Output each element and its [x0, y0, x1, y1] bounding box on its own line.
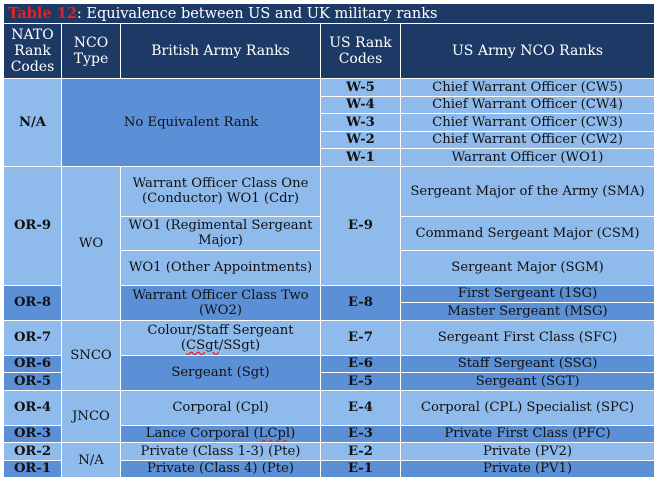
- nato-code-or7: OR-7: [3, 319, 62, 356]
- us-rank-cw4: Chief Warrant Officer (CW4): [399, 95, 656, 114]
- us-code-w1: W-1: [320, 148, 401, 167]
- table-row: OR-7 SNCO Colour/Staff Sergeant (CSgt/SS…: [3, 319, 656, 391]
- nato-code-or9: OR-9: [3, 165, 62, 286]
- british-rank-wo2: Warrant Officer Class Two (WO2): [120, 284, 321, 321]
- table-row: N/A No Equivalent Rank W-5 Chief Warrant…: [3, 78, 656, 167]
- caption-row: Table 12: Equivalence between US and UK …: [2, 3, 656, 24]
- us-rank-1sg: First Sergeant (1SG): [399, 284, 656, 303]
- us-rank-cpl-spc: Corporal (CPL) Specialist (SPC): [399, 389, 656, 426]
- us-rank-sgm: Sergeant Major (SGM): [399, 249, 656, 286]
- us-code-e8: E-8: [320, 284, 401, 321]
- british-rank-colour-staff-sergeant: Colour/Staff Sergeant (CSgt/SSgt): [120, 319, 321, 356]
- us-code-w4: W-4: [320, 95, 401, 114]
- us-rank-cw2: Chief Warrant Officer (CW2): [399, 130, 656, 149]
- table-row: OR-9 WO Warrant Officer Class One (Condu…: [3, 165, 656, 321]
- british-rank-corporal: Corporal (Cpl): [120, 389, 321, 426]
- us-rank-cw5: Chief Warrant Officer (CW5): [399, 78, 656, 97]
- header-british-ranks: British Army Ranks: [120, 23, 321, 79]
- us-code-e2: E-2: [320, 442, 401, 461]
- table-row: W-4 Chief Warrant Officer (CW4): [4, 95, 656, 114]
- nato-code-or5: OR-5: [3, 372, 62, 391]
- table-row: WO1 (Other Appointments) Sergeant Major …: [4, 249, 656, 286]
- table-row: W-3 Chief Warrant Officer (CW3): [4, 113, 656, 132]
- table-caption: Table 12: Equivalence between US and UK …: [2, 3, 656, 24]
- us-rank-pv1: Private (PV1): [399, 459, 656, 478]
- british-rank-csgt-abbrev: CSgt: [186, 337, 219, 353]
- nato-code-na: N/A: [3, 78, 62, 167]
- us-rank-sgt: Sergeant (SGT): [399, 372, 656, 391]
- table-row: OR-4 JNCO Corporal (Cpl) E-4 Corporal (C…: [3, 389, 656, 443]
- table-title: : Equivalence between US and UK military…: [76, 5, 438, 22]
- table-number: Table 12: [8, 4, 77, 22]
- table-row: W-2 Chief Warrant Officer (CW2): [4, 130, 656, 149]
- nco-type-snco: SNCO: [61, 319, 121, 391]
- british-rank-lcpl-prefix: Lance Corporal (: [145, 426, 259, 442]
- us-rank-cw3: Chief Warrant Officer (CW3): [399, 113, 656, 132]
- rank-equivalence-table-container: Table 12: Equivalence between US and UK …: [2, 3, 656, 484]
- us-code-w3: W-3: [320, 113, 401, 132]
- us-code-w5: W-5: [320, 78, 401, 97]
- british-rank-lcpl-abbrev: LCpl: [258, 426, 291, 442]
- nco-type-jnco: JNCO: [61, 389, 121, 443]
- us-rank-sma: Sergeant Major of the Army (SMA): [399, 165, 656, 217]
- nco-type-na: N/A: [61, 442, 121, 478]
- rank-equivalence-table: Table 12: Equivalence between US and UK …: [2, 3, 656, 478]
- us-code-e9: E-9: [320, 165, 401, 286]
- table-row: OR-2 N/A Private (Class 1-3) (Pte) E-2 P…: [3, 442, 656, 478]
- british-rank-no-equivalent: No Equivalent Rank: [61, 78, 321, 167]
- us-code-e1: E-1: [320, 459, 401, 478]
- nato-code-or6: OR-6: [3, 354, 62, 373]
- nato-code-or1: OR-1: [3, 459, 62, 478]
- british-rank-wo1-rsm: WO1 (Regimental Sergeant Major): [120, 215, 321, 251]
- us-code-e3: E-3: [320, 424, 401, 443]
- us-code-e6: E-6: [320, 354, 401, 373]
- nco-type-wo: WO: [61, 165, 121, 321]
- us-rank-csm: Command Sergeant Major (CSM): [399, 215, 656, 251]
- british-rank-sergeant: Sergeant (Sgt): [120, 354, 321, 391]
- us-code-e7: E-7: [320, 319, 401, 356]
- us-rank-sfc: Sergeant First Class (SFC): [399, 319, 656, 356]
- us-rank-wo1: Warrant Officer (WO1): [399, 148, 656, 167]
- us-code-e5: E-5: [320, 372, 401, 391]
- table-row: OR-5 E-5 Sergeant (SGT): [3, 372, 656, 391]
- british-rank-csgt-suffix: /SSgt): [218, 337, 261, 353]
- us-rank-msg: Master Sergeant (MSG): [399, 302, 656, 321]
- british-rank-wo1-conductor: Warrant Officer Class One (Conductor) WO…: [120, 165, 321, 217]
- british-rank-wo1-other: WO1 (Other Appointments): [120, 249, 321, 286]
- nato-code-or4: OR-4: [3, 389, 62, 426]
- us-rank-pv2: Private (PV2): [399, 442, 656, 461]
- table-row: OR-6 Sergeant (Sgt) E-6 Staff Sergeant (…: [3, 354, 656, 391]
- nato-code-or2: OR-2: [3, 442, 62, 461]
- british-rank-private-class-4: Private (Class 4) (Pte): [120, 459, 321, 478]
- us-rank-ssg: Staff Sergeant (SSG): [399, 354, 656, 373]
- nato-code-or8: OR-8: [3, 284, 62, 321]
- header-us-nco-ranks: US Army NCO Ranks: [399, 23, 656, 79]
- header-nato-codes: NATO Rank Codes: [3, 23, 62, 79]
- us-code-w2: W-2: [320, 130, 401, 149]
- british-rank-private-class-1-3: Private (Class 1-3) (Pte): [120, 442, 321, 461]
- table-row: Master Sergeant (MSG): [4, 302, 656, 321]
- header-nco-type: NCO Type: [61, 23, 121, 79]
- british-rank-lance-corporal: Lance Corporal (LCpl): [120, 424, 321, 443]
- header-us-rank-codes: US Rank Codes: [320, 23, 401, 79]
- header-row: NATO Rank Codes NCO Type British Army Ra…: [3, 23, 656, 79]
- british-rank-csgt-prefix: Colour/Staff Sergeant (: [147, 322, 294, 353]
- table-row: WO1 (Regimental Sergeant Major) Command …: [4, 215, 656, 251]
- us-rank-pfc: Private First Class (PFC): [399, 424, 656, 443]
- us-code-e4: E-4: [320, 389, 401, 426]
- nato-code-or3: OR-3: [3, 424, 62, 443]
- british-rank-lcpl-suffix: ): [290, 426, 296, 442]
- table-row: OR-1 Private (Class 4) (Pte) E-1 Private…: [3, 459, 656, 478]
